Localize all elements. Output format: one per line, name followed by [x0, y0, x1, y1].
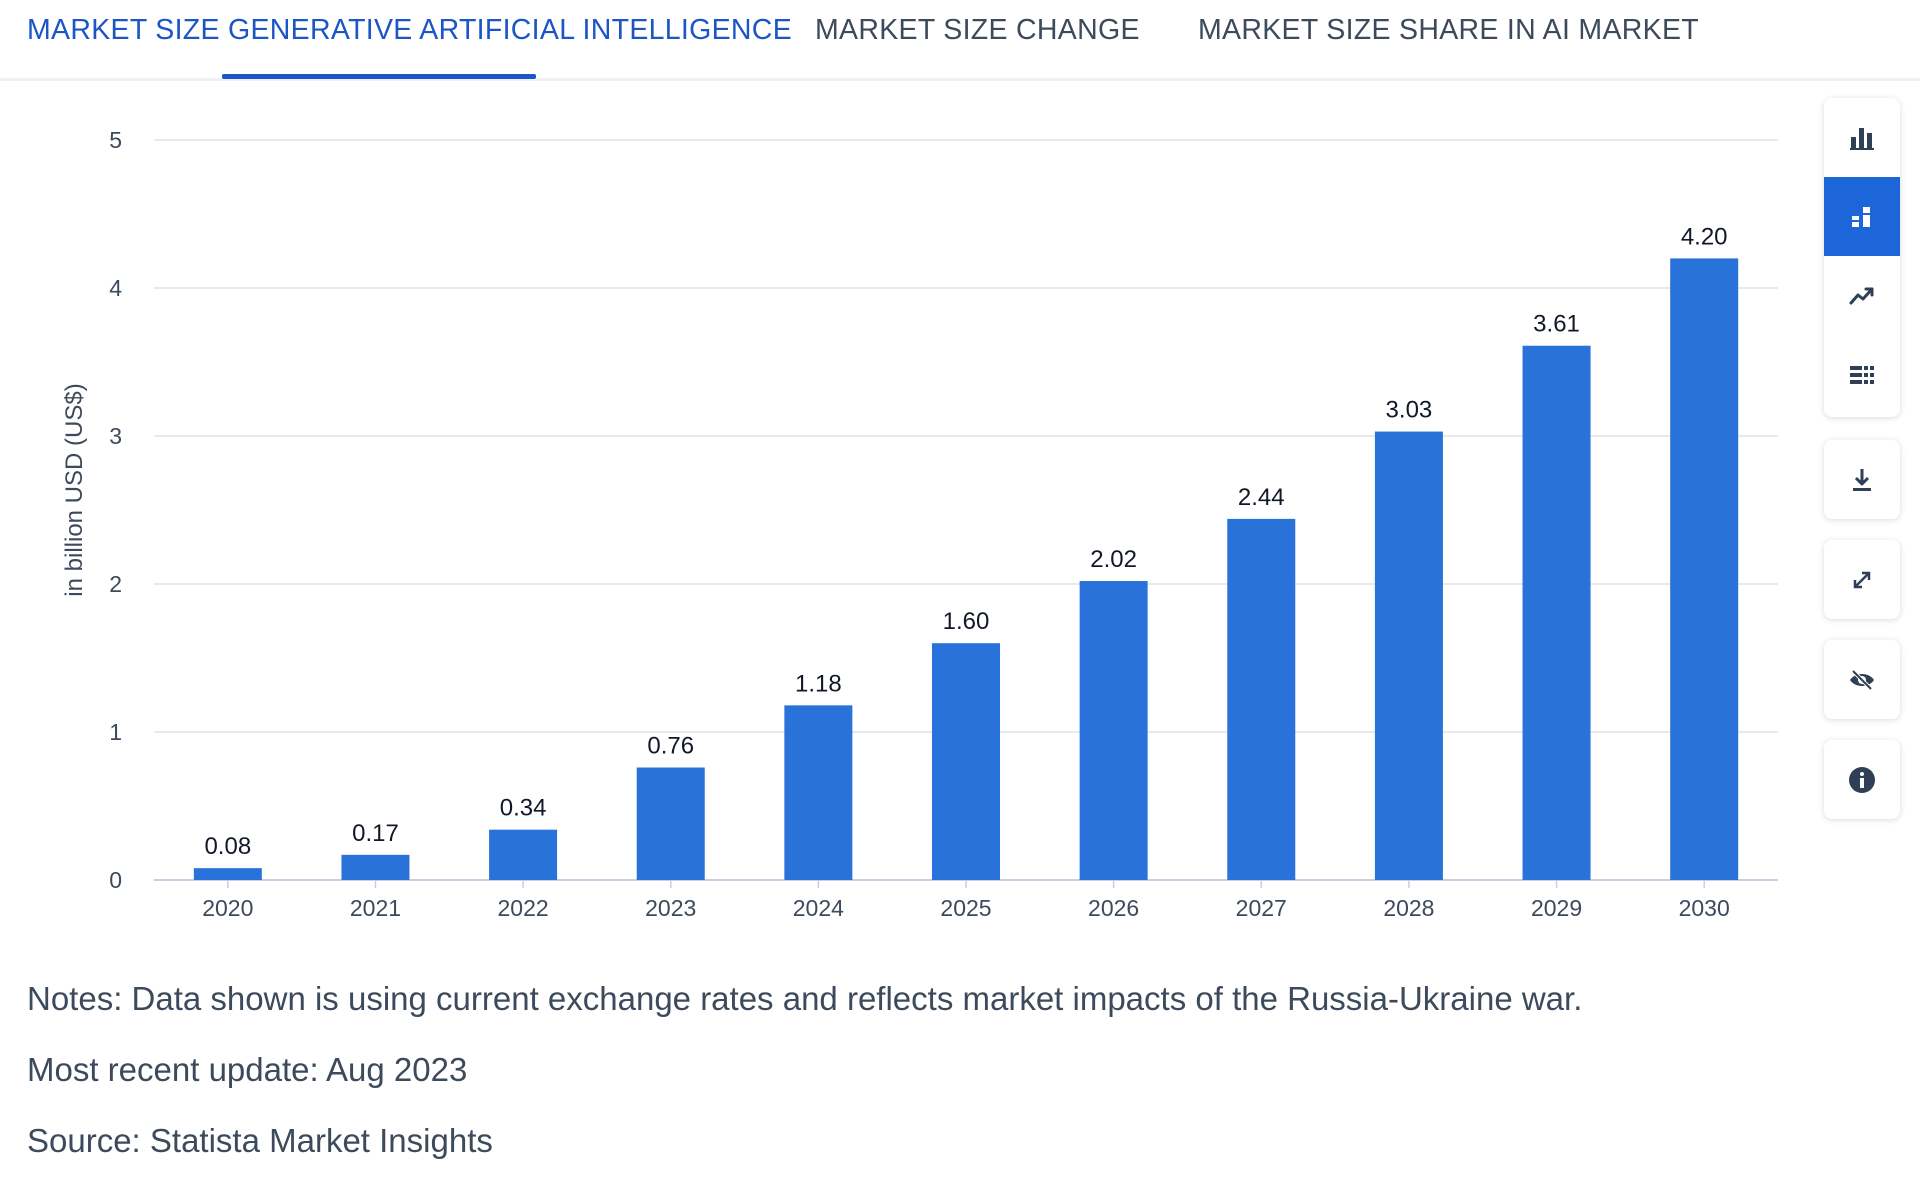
data-label: 1.18 [795, 670, 842, 697]
line-chart-button[interactable] [1824, 256, 1900, 335]
bar [341, 854, 410, 880]
y-tick-label: 3 [109, 423, 122, 449]
y-tick-label: 4 [109, 275, 122, 301]
line-chart-icon [1849, 287, 1874, 304]
x-tick-label: 2027 [1236, 895, 1287, 921]
bar [1374, 431, 1443, 880]
notes-text: Notes: Data shown is using current excha… [27, 980, 1583, 1017]
expand-button[interactable] [1824, 540, 1900, 619]
bar [193, 868, 262, 880]
x-tick-label: 2028 [1383, 895, 1434, 921]
source-text: Source: Statista Market Insights [27, 1122, 493, 1159]
x-tick-label: 2029 [1531, 895, 1582, 921]
hide-panel [1824, 640, 1900, 719]
bar [1227, 518, 1296, 880]
bar-chart-icon [1850, 127, 1874, 150]
x-tick-label: 2021 [350, 895, 401, 921]
data-label: 2.02 [1090, 546, 1137, 573]
y-tick-label: 0 [109, 867, 122, 893]
data-label: 3.03 [1386, 397, 1433, 424]
expand-icon [1853, 571, 1871, 588]
x-tick-label: 2025 [940, 895, 991, 921]
x-tick-label: 2023 [645, 895, 696, 921]
bar [489, 829, 558, 880]
bar [1522, 345, 1591, 881]
tab-market-size-generative-ai[interactable]: MARKET SIZE GENERATIVE ARTIFICIAL INTELL… [27, 14, 792, 46]
bar-chart-button[interactable] [1824, 98, 1900, 177]
data-label: 0.17 [352, 820, 399, 847]
x-tick-label: 2030 [1679, 895, 1730, 921]
bar-chart: 0 1 2 3 4 5 0.08 2020 0.17 2021 0.34 2022 0.76 2023 1.… [109, 127, 1778, 921]
bar [636, 767, 705, 880]
data-label: 0.08 [204, 833, 251, 860]
y-tick-label: 1 [109, 719, 122, 745]
data-label: 2.44 [1238, 484, 1285, 511]
data-label: 3.61 [1533, 311, 1580, 338]
y-tick-label: 5 [109, 127, 122, 153]
stacked-bar-chart-icon [1852, 206, 1870, 227]
info-button[interactable] [1824, 740, 1900, 819]
stacked-bar-chart-button[interactable] [1824, 177, 1900, 256]
download-panel [1824, 440, 1900, 519]
bar [932, 643, 1000, 880]
x-tick-label: 2024 [793, 895, 844, 921]
y-tick-label: 2 [109, 571, 122, 597]
tab-market-size-share-in-ai-market[interactable]: MARKET SIZE SHARE IN AI MARKET [1198, 14, 1699, 46]
info-panel [1824, 740, 1900, 819]
bar [1079, 581, 1148, 880]
info-icon [1849, 766, 1875, 793]
data-label: 1.60 [943, 608, 990, 635]
expand-panel [1824, 540, 1900, 619]
bar [784, 705, 853, 880]
hide-button[interactable] [1824, 640, 1900, 719]
x-tick-label: 2022 [498, 895, 549, 921]
download-button[interactable] [1824, 440, 1900, 519]
bar [1670, 258, 1739, 880]
x-tick-label: 2020 [202, 895, 253, 921]
table-icon [1850, 365, 1874, 384]
data-label: 0.34 [500, 795, 547, 822]
update-text: Most recent update: Aug 2023 [27, 1051, 468, 1088]
download-icon [1853, 468, 1871, 491]
data-label: 0.76 [647, 733, 694, 760]
table-view-button[interactable] [1824, 335, 1900, 414]
data-label: 4.20 [1681, 223, 1728, 250]
x-tick-label: 2026 [1088, 895, 1139, 921]
tab-market-size-change[interactable]: MARKET SIZE CHANGE [815, 14, 1140, 46]
chart-type-toolbar [1824, 98, 1900, 417]
tab-bar: MARKET SIZE GENERATIVE ARTIFICIAL INTELL… [0, 0, 1920, 81]
hide-icon [1850, 669, 1874, 690]
active-tab-indicator [222, 74, 536, 79]
